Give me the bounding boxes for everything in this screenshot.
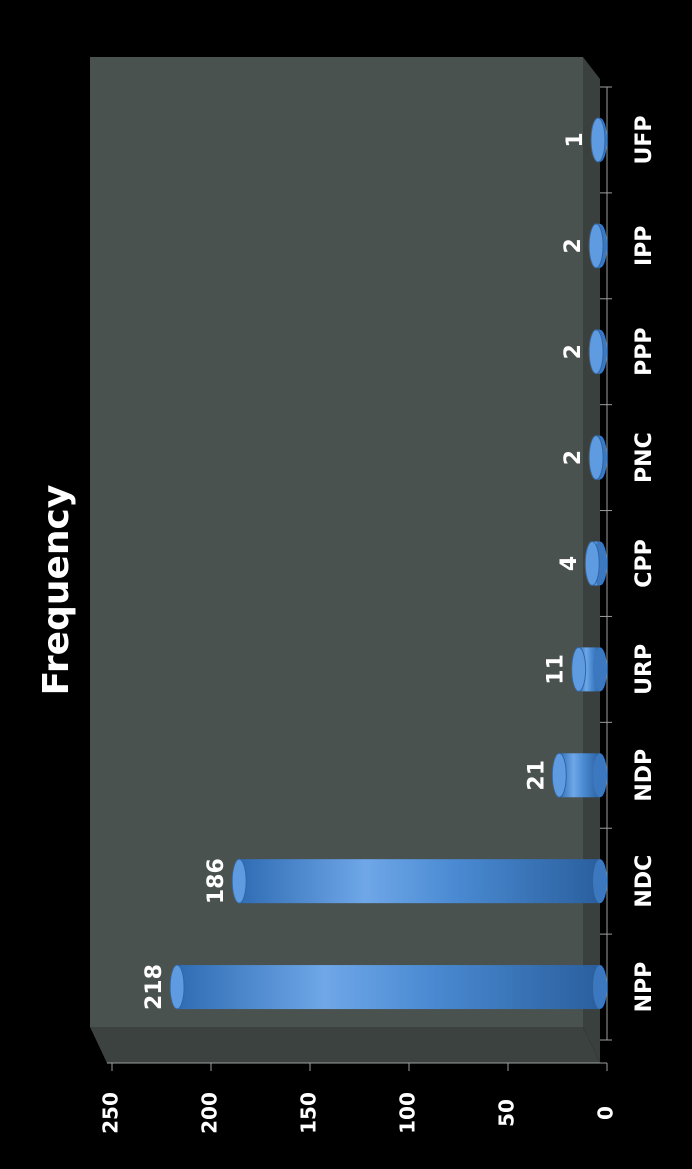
category-label: URP <box>632 644 657 695</box>
value-tick-label: 50 <box>495 1099 519 1127</box>
plot-base-wall <box>90 1027 600 1063</box>
data-label: 2 <box>561 450 586 465</box>
bar-body <box>177 965 600 1010</box>
bar-ndc <box>231 858 607 904</box>
bar-top-cap <box>588 435 604 481</box>
data-label: 2 <box>561 238 586 253</box>
category-label: NDP <box>632 749 657 802</box>
chart-title: Frequency <box>36 485 77 696</box>
bar-cpp <box>584 541 607 586</box>
bar-top-cap <box>588 223 604 269</box>
bar-top-cap <box>588 329 604 375</box>
bar-base-cap <box>593 753 607 798</box>
data-label: 2 <box>561 344 586 359</box>
bar-ufp <box>590 117 607 163</box>
category-label: UFP <box>632 115 657 164</box>
bar-ndp <box>551 752 607 798</box>
bar-top-cap <box>571 646 587 692</box>
value-tick-label: 150 <box>297 1092 321 1134</box>
category-label: NDC <box>632 855 657 908</box>
data-label: 21 <box>524 760 549 791</box>
bar-top-cap <box>169 964 185 1010</box>
data-label: 218 <box>142 964 167 1010</box>
data-label: 1 <box>563 132 588 147</box>
category-label: CPP <box>632 539 657 587</box>
bar-base-cap <box>593 859 607 904</box>
plot-area <box>90 57 600 1063</box>
data-label: 11 <box>544 654 569 685</box>
value-axis-ticks: 0 50 100 150 200 250 <box>99 1063 618 1134</box>
bar-base-cap <box>593 965 607 1010</box>
value-tick-label: 0 <box>594 1106 618 1120</box>
bars <box>169 117 607 1010</box>
bar-top-cap <box>551 752 567 798</box>
bar-top-cap <box>590 117 606 163</box>
bar-top-cap <box>231 858 247 904</box>
bar-base-cap <box>593 647 607 692</box>
category-label: NPP <box>632 962 657 1013</box>
data-label: 4 <box>557 556 582 571</box>
bar-top-cap <box>584 541 600 586</box>
category-axis: NPP NDC NDP URP CPP PNC PPP IPP UFP <box>600 86 657 1041</box>
bar-urp <box>571 646 607 692</box>
category-label: IPP <box>632 226 657 266</box>
data-label: 186 <box>204 858 229 904</box>
bar-npp <box>169 964 607 1010</box>
value-tick-label: 100 <box>396 1092 420 1134</box>
category-label: PNC <box>632 432 657 483</box>
category-label: PPP <box>632 328 657 376</box>
value-tick-label: 250 <box>99 1092 123 1134</box>
bar-ipp <box>588 223 607 269</box>
bar-ppp <box>588 329 607 375</box>
bar-pnc <box>588 435 607 481</box>
value-tick-label: 200 <box>198 1092 222 1134</box>
bar-body <box>239 859 600 904</box>
